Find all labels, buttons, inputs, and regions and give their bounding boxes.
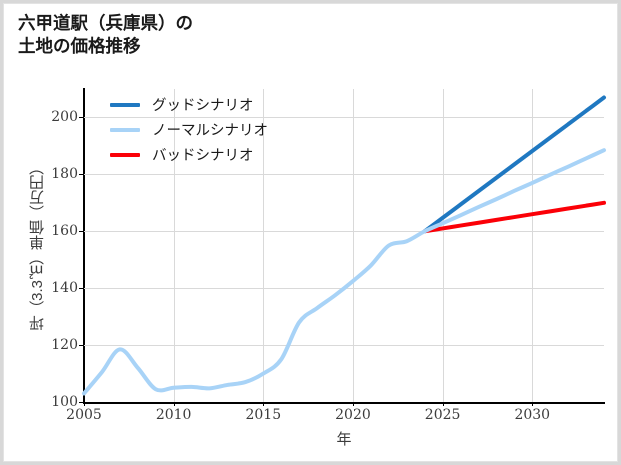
x-tick-mark bbox=[84, 402, 85, 406]
gridline-vertical bbox=[532, 89, 534, 402]
x-tick-mark bbox=[442, 402, 444, 406]
x-tick-mark bbox=[263, 402, 265, 406]
x-axis-spine bbox=[83, 402, 605, 404]
x-tick-label: 2010 bbox=[155, 407, 192, 423]
legend-item-bad[interactable]: バッドシナリオ bbox=[110, 142, 320, 167]
y-tick-label: 120 bbox=[51, 337, 78, 354]
legend-item-good[interactable]: グッドシナリオ bbox=[110, 92, 320, 117]
legend-item-label: バッドシナリオ bbox=[152, 148, 254, 164]
y-tick-label: 140 bbox=[51, 280, 78, 297]
page-title: 六甲道駅（兵庫県）の 土地の価格推移 bbox=[18, 13, 193, 57]
series-line bbox=[82, 148, 606, 396]
y-tick-label: 100 bbox=[51, 394, 78, 410]
legend-swatch-icon bbox=[110, 152, 140, 157]
chart-legend: グッドシナリオ ノーマルシナリオ バッドシナリオ bbox=[110, 92, 320, 167]
gridline-vertical bbox=[263, 89, 265, 402]
gridline-horizontal bbox=[84, 117, 604, 119]
x-tick-mark bbox=[352, 402, 354, 406]
gridline-horizontal bbox=[84, 345, 604, 347]
y-tick-label: 180 bbox=[51, 166, 78, 183]
y-tick-mark bbox=[79, 174, 84, 176]
x-tick-label: 2020 bbox=[335, 407, 371, 423]
gridline-vertical bbox=[352, 89, 354, 402]
y-tick-mark bbox=[79, 288, 84, 290]
gridline-horizontal bbox=[84, 174, 604, 176]
legend-item-label: グッドシナリオ bbox=[152, 98, 254, 114]
y-tick-mark bbox=[79, 117, 84, 119]
y-tick-label: 160 bbox=[51, 223, 78, 240]
y-axis-label: 坪（3.3㎡）単価（万円） bbox=[26, 89, 48, 402]
gridline-horizontal bbox=[84, 231, 604, 233]
y-tick-mark bbox=[79, 402, 84, 403]
legend-item-normal[interactable]: ノーマルシナリオ bbox=[110, 117, 320, 142]
x-tick-mark bbox=[173, 402, 175, 406]
series-line bbox=[422, 95, 606, 234]
x-tick-label: 2015 bbox=[245, 407, 282, 423]
legend-swatch-icon bbox=[110, 127, 140, 132]
gridline-vertical bbox=[173, 89, 175, 402]
y-tick-label: 200 bbox=[51, 109, 78, 126]
x-tick-label: 2025 bbox=[424, 407, 461, 423]
x-tick-label: 2030 bbox=[514, 407, 551, 423]
series-lines bbox=[82, 95, 606, 396]
y-tick-mark bbox=[79, 231, 84, 233]
y-tick-mark bbox=[79, 345, 84, 347]
series-line bbox=[422, 200, 606, 234]
x-tick-mark bbox=[532, 402, 534, 406]
plot-area: 100 120 140 160 180 200 2005 2010 2015 2020 2025 2… bbox=[51, 88, 606, 423]
x-axis-label: 年 bbox=[336, 431, 352, 448]
legend-swatch-icon bbox=[110, 102, 140, 107]
legend-item-label: ノーマルシナリオ bbox=[152, 123, 268, 139]
x-tick-label: 2005 bbox=[66, 407, 102, 423]
chart-canvas: 六甲道駅（兵庫県）の 土地の価格推移 坪（3.3㎡）単価（万円） 年 100 12… bbox=[3, 3, 618, 462]
y-axis-spine bbox=[83, 88, 85, 403]
plot-frame: 100 120 140 160 180 200 2005 2010 2015 2020 2025 2… bbox=[51, 88, 606, 423]
gridline-vertical bbox=[442, 89, 444, 402]
y-axis-label-text: 坪（3.3㎡）単価（万円） bbox=[28, 160, 46, 331]
